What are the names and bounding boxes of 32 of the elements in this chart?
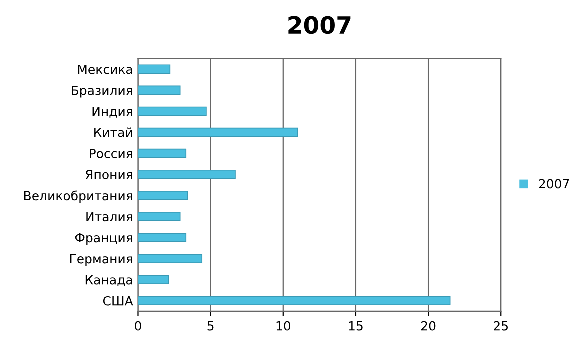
legend-label: 2007: [539, 179, 570, 189]
bar: [138, 275, 170, 284]
bar: [138, 106, 207, 116]
chart-title: 2007: [288, 16, 351, 34]
bar: [138, 254, 203, 264]
bar: [138, 233, 187, 242]
y-tick-label: Великобритания: [24, 190, 132, 204]
y-tick-label: Франция: [75, 233, 132, 246]
bar: [138, 64, 171, 74]
y-tick-label: Канада: [86, 275, 132, 286]
y-tick-label: Мексика: [78, 64, 132, 74]
y-tick-label: Бразилия: [72, 86, 132, 98]
x-tick-label: 20: [422, 321, 436, 331]
x-tick-label: 25: [494, 321, 508, 331]
y-tick-label: Индия: [92, 107, 132, 118]
x-tick-label: 10: [276, 321, 291, 331]
y-tick-label: Россия: [90, 149, 132, 158]
y-tick-label: Япония: [86, 170, 132, 180]
y-tick-label: Германия: [70, 254, 132, 266]
y-tick-label: Китай: [94, 128, 132, 138]
x-tick-label: 5: [208, 322, 214, 331]
bar: [138, 296, 451, 306]
bar: [138, 191, 188, 200]
y-tick-label: США: [103, 296, 134, 306]
bar: [138, 86, 181, 96]
y-tick-label: Италия: [86, 212, 132, 222]
bar: [138, 128, 298, 138]
bar: [138, 148, 187, 158]
x-tick-label: 0: [135, 321, 142, 331]
bar: [138, 212, 181, 222]
bar: [138, 170, 236, 180]
x-tick-label: 15: [349, 322, 363, 331]
